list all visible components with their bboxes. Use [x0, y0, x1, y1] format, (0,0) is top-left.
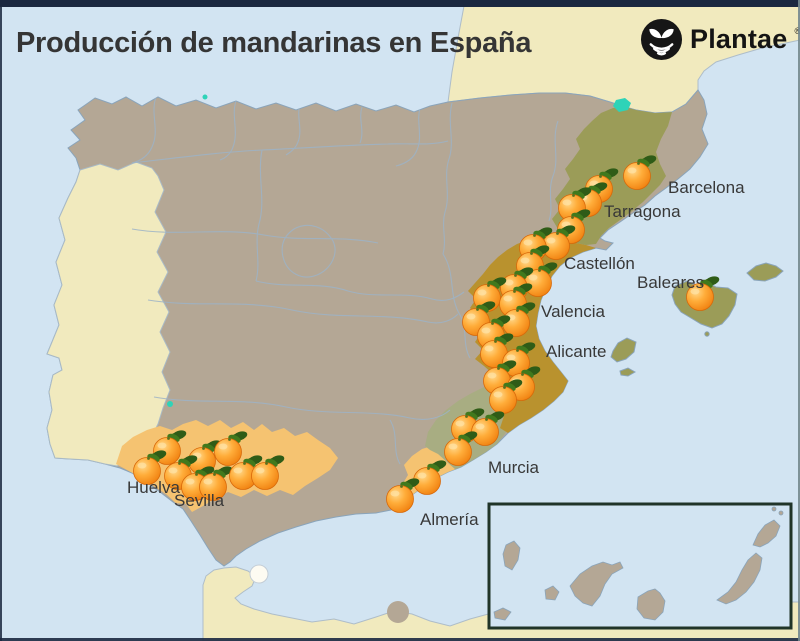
region-label-tarragona: Tarragona	[604, 202, 681, 221]
island-ibiza	[610, 337, 637, 363]
islet	[771, 506, 777, 512]
province-borders	[131, 96, 559, 465]
island-formentera	[619, 367, 637, 377]
island-tenerife	[569, 561, 624, 607]
island-menorca	[746, 262, 784, 282]
island-gran-canaria	[636, 588, 666, 621]
island-lanzarote	[752, 519, 781, 548]
morocco-hill	[387, 601, 409, 623]
region-label-huelva: Huelva	[127, 478, 180, 497]
island-el-hierro	[493, 607, 512, 621]
reservoir-dot	[167, 401, 173, 407]
region-portugal	[46, 161, 171, 467]
ceuta-dot	[249, 564, 269, 584]
islet	[704, 331, 710, 337]
island-la-gomera	[544, 585, 560, 601]
region-label-murcia: Murcia	[488, 458, 540, 477]
canary-islands-inset	[487, 502, 793, 630]
island-fuerteventura	[716, 552, 763, 605]
page-title: Producción de mandarinas en España	[16, 27, 532, 59]
region-label-baleares: Baleares	[637, 273, 705, 292]
region-label-almeria: Almería	[420, 510, 479, 529]
region-label-barcelona: Barcelona	[668, 178, 745, 197]
region-label-sevilla: Sevilla	[174, 491, 225, 510]
islet	[778, 510, 784, 516]
frame-border-top	[0, 0, 800, 7]
region-label-alicante: Alicante	[546, 342, 607, 361]
island-la-palma	[502, 540, 521, 571]
region-label-castellon: Castellón	[564, 254, 635, 273]
coast-dot	[202, 94, 208, 100]
frame-border-left	[0, 0, 2, 641]
frame-border-right	[798, 0, 800, 641]
frame-border-bottom	[0, 638, 800, 641]
region-andorra	[613, 98, 631, 112]
region-label-valencia: Valencia	[541, 302, 605, 321]
plantae-sprout-icon	[640, 18, 683, 61]
plantae-logo: Plantae ®	[640, 18, 800, 61]
logo-brand-text: Plantae	[690, 24, 788, 54]
registered-mark: ®	[794, 26, 800, 36]
